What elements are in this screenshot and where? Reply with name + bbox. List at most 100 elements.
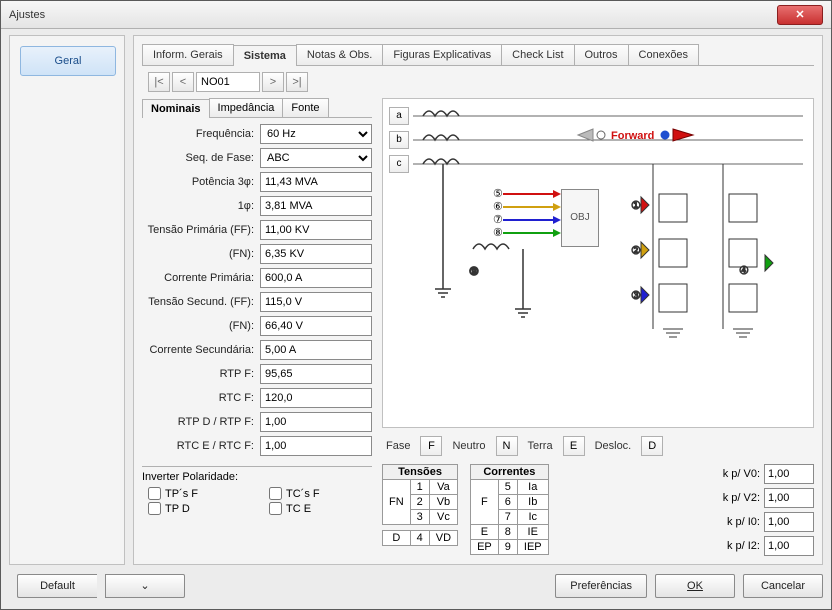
k-i2-input[interactable]: 1,00	[764, 536, 814, 556]
tab-inform-gerais[interactable]: Inform. Gerais	[142, 44, 234, 65]
content: Geral Inform. Gerais Sistema Notas & Obs…	[9, 35, 823, 565]
input-cprim[interactable]: 600,0 A	[260, 268, 372, 288]
label-pot3: Potência 3φ:	[142, 176, 260, 188]
titlebar: Ajustes ✕	[1, 1, 831, 29]
input-tsfn[interactable]: 66,40 V	[260, 316, 372, 336]
label-rtpd: RTP D / RTP F:	[142, 416, 260, 428]
desloc-btn[interactable]: D	[641, 436, 663, 456]
label-rtcf: RTC F:	[142, 392, 260, 404]
footer: Default ⌄ Preferências OK Cancelar	[9, 571, 823, 601]
k-v2-label: k p/ V2:	[712, 492, 760, 504]
terra-label: Terra	[528, 440, 553, 452]
desloc-label: Desloc.	[595, 440, 632, 452]
phase-row: Fase F Neutro N Terra E Desloc. D	[382, 436, 814, 456]
fase-btn[interactable]: F	[420, 436, 442, 456]
chk-tps-f[interactable]: TP´s F	[148, 487, 251, 500]
input-csec[interactable]: 5,00 A	[260, 340, 372, 360]
ok-button[interactable]: OK	[655, 574, 735, 598]
k-i0-label: k p/ I0:	[712, 516, 760, 528]
k-i0-input[interactable]: 1,00	[764, 512, 814, 532]
inverter-title: Inverter Polaridade:	[142, 471, 372, 483]
k-v0-input[interactable]: 1,00	[764, 464, 814, 484]
input-rtcf[interactable]: 120,0	[260, 388, 372, 408]
chk-tc-e[interactable]: TC E	[269, 502, 372, 515]
input-tpff[interactable]: 11,00 KV	[260, 220, 372, 240]
default-button-group: Default ⌄	[9, 574, 185, 598]
nav-value[interactable]: NO01	[196, 72, 260, 92]
nav-prev[interactable]: <	[172, 72, 194, 92]
chk-tcs-f[interactable]: TC´s F	[269, 487, 372, 500]
window-title: Ajustes	[9, 9, 45, 21]
input-rtpd[interactable]: 1,00	[260, 412, 372, 432]
label-tpfn: (FN):	[142, 248, 260, 260]
label-rtpf: RTP F:	[142, 368, 260, 380]
tab-checklist[interactable]: Check List	[501, 44, 574, 65]
label-cprim: Corrente Primária:	[142, 272, 260, 284]
tab-sistema[interactable]: Sistema	[233, 45, 297, 66]
diagram-column: a b c OBJ	[382, 98, 814, 556]
nav-next[interactable]: >	[262, 72, 284, 92]
neutro-btn[interactable]: N	[496, 436, 518, 456]
nav-row: |< < NO01 > >|	[148, 72, 814, 92]
label-tpff: Tensão Primária (FF):	[142, 224, 260, 236]
label-tsfn: (FN):	[142, 320, 260, 332]
k-column: k p/ V0: 1,00 k p/ V2: 1,00 k p/ I0: 1,00 k…	[712, 464, 814, 556]
diagram-svg: Forward ⑤	[383, 99, 803, 359]
preferencias-button[interactable]: Preferências	[555, 574, 647, 598]
left-panel: Geral	[9, 35, 125, 565]
svg-text:⑤: ⑤	[493, 188, 503, 200]
nav-first[interactable]: |<	[148, 72, 170, 92]
tab-figuras[interactable]: Figuras Explicativas	[382, 44, 502, 65]
input-tsff[interactable]: 115,0 V	[260, 292, 372, 312]
tab-outros[interactable]: Outros	[574, 44, 629, 65]
label-csec: Corrente Secundária:	[142, 344, 260, 356]
subtab-impedancia[interactable]: Impedância	[209, 98, 284, 117]
label-pot1: 1φ:	[142, 200, 260, 212]
terra-btn[interactable]: E	[563, 436, 585, 456]
subtabs: Nominais Impedância Fonte	[142, 98, 372, 118]
k-i2-label: k p/ I2:	[712, 540, 760, 552]
nav-last[interactable]: >|	[286, 72, 308, 92]
svg-text:②: ②	[631, 245, 641, 257]
input-rtpf[interactable]: 95,65	[260, 364, 372, 384]
select-seqfase[interactable]: ABC	[260, 148, 372, 168]
main-tabs: Inform. Gerais Sistema Notas & Obs. Figu…	[142, 44, 814, 66]
close-button[interactable]: ✕	[777, 5, 823, 25]
geral-button[interactable]: Geral	[20, 46, 116, 76]
k-v2-input[interactable]: 1,00	[764, 488, 814, 508]
tab-notas[interactable]: Notas & Obs.	[296, 44, 383, 65]
svg-text:⑨: ⑨	[469, 266, 479, 278]
tensoes-table: Tensões FN1Va 2Vb 3Vc D4VD	[382, 464, 458, 546]
input-tpfn[interactable]: 6,35 KV	[260, 244, 372, 264]
label-rtce: RTC E / RTC F:	[142, 440, 260, 452]
tables-row: Tensões FN1Va 2Vb 3Vc D4VD Correntes F5I…	[382, 464, 814, 556]
input-rtce[interactable]: 1,00	[260, 436, 372, 456]
fase-label: Fase	[386, 440, 410, 452]
tab-conexoes[interactable]: Conexões	[628, 44, 700, 65]
svg-text:⑧: ⑧	[493, 227, 503, 239]
k-v0-label: k p/ V0:	[712, 468, 760, 480]
label-frequencia: Frequência:	[142, 128, 260, 140]
input-pot3[interactable]: 11,43 MVA	[260, 172, 372, 192]
svg-text:①: ①	[631, 200, 641, 212]
window: Ajustes ✕ Geral Inform. Gerais Sistema N…	[0, 0, 832, 610]
default-dropdown[interactable]: ⌄	[105, 574, 185, 598]
subtab-nominais[interactable]: Nominais	[142, 99, 210, 118]
correntes-table: Correntes F5Ia 6Ib 7Ic E8IE EP9IEP	[470, 464, 549, 555]
label-seqfase: Seq. de Fase:	[142, 152, 260, 164]
svg-text:③: ③	[631, 290, 641, 302]
input-pot1[interactable]: 3,81 MVA	[260, 196, 372, 216]
cancelar-button[interactable]: Cancelar	[743, 574, 823, 598]
svg-text:⑥: ⑥	[493, 201, 503, 213]
label-tsff: Tensão Secund. (FF):	[142, 296, 260, 308]
form-column: Nominais Impedância Fonte Frequência:60 …	[142, 98, 372, 556]
forward-label: Forward	[611, 130, 654, 142]
subtab-fonte[interactable]: Fonte	[282, 98, 328, 117]
svg-text:⑦: ⑦	[493, 214, 503, 226]
chk-tp-d[interactable]: TP D	[148, 502, 251, 515]
right-panel: Inform. Gerais Sistema Notas & Obs. Figu…	[133, 35, 823, 565]
neutro-label: Neutro	[452, 440, 485, 452]
select-frequencia[interactable]: 60 Hz	[260, 124, 372, 144]
sub-area: Nominais Impedância Fonte Frequência:60 …	[142, 98, 814, 556]
default-button[interactable]: Default	[17, 574, 97, 598]
